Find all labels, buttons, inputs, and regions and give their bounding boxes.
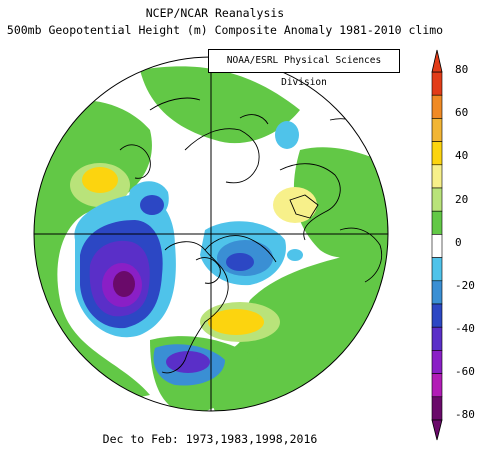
colorbar-tick-label: 20 [455,193,469,206]
colorbar-bin [431,187,443,212]
colorbar-bin [431,350,443,374]
colorbar-tick-label: -40 [455,322,475,335]
colorbar-tick-label: -20 [455,279,475,292]
colorbar-bin [431,164,443,189]
colorbar-bin [431,118,443,142]
colorbar-bottom-arrow [431,419,443,441]
date-caption: Dec to Feb: 1973,1983,1998,2016 [102,432,318,446]
colorbar-bin [431,326,443,351]
colorbar-bin [431,257,443,282]
colorbar-tick-label: -80 [455,408,475,421]
colorbar-tick-label: 80 [455,63,469,76]
colorbar-bin [431,396,443,421]
positive-anomaly-europe [293,147,388,258]
colorbar-tick-label: 40 [455,149,469,162]
colorbar-tick-label: -60 [455,365,475,378]
colorbar-tick-label: 60 [455,106,469,119]
colorbar-bin [431,94,443,119]
positive-anomaly-north [140,66,300,144]
credit-label: NOAA/ESRL Physical Sciences Division [208,49,400,88]
colorbar-bin [431,71,443,96]
colorbar-bin [431,141,443,166]
colorbar-bin [431,234,443,258]
colorbar-bin [431,373,443,398]
map-title: NCEP/NCAR Reanalysis [145,6,285,20]
colorbar-bin [431,210,443,235]
anomaly-field [34,57,388,411]
map-subtitle: 500mb Geopotential Height (m) Composite … [6,23,444,37]
colorbar-tick-label: 0 [455,236,462,249]
colorbar-bin [431,280,443,305]
coastlines [119,97,386,374]
colorbar-top-arrow [431,49,443,73]
colorbar-bin [431,303,443,328]
